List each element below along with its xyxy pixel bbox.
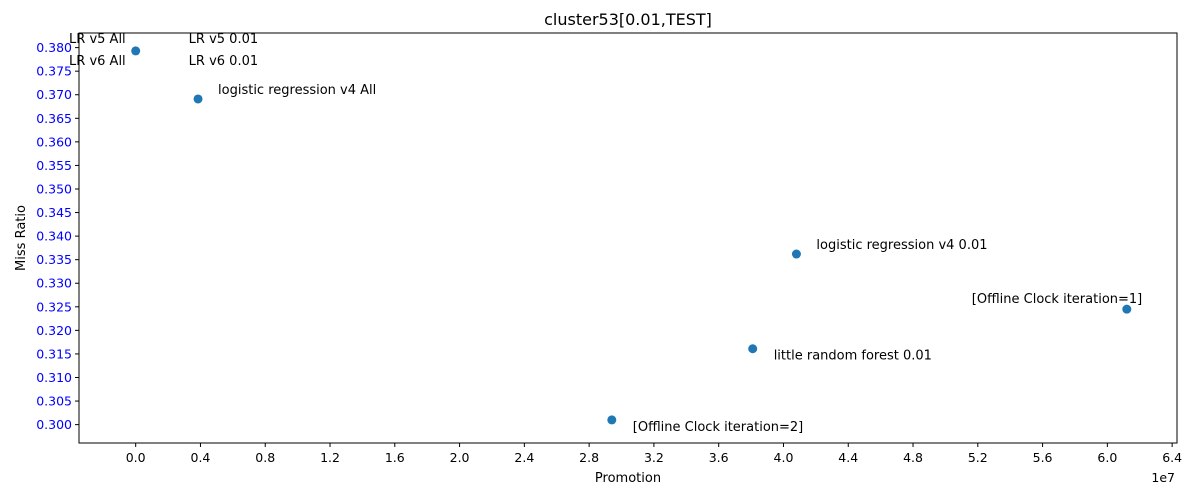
x-axis-label: Promotion xyxy=(595,471,661,486)
x-tick-label: 0.8 xyxy=(255,450,275,465)
y-axis-ticks: 0.300 0.305 0.310 0.315 0.320 0.325 0.330 0.335… xyxy=(36,40,79,432)
y-tick-label: 0.345 xyxy=(36,205,72,220)
y-tick-label: 0.350 xyxy=(36,181,72,196)
chart-title: cluster53[0.01,TEST] xyxy=(544,10,712,29)
y-tick-label: 0.370 xyxy=(36,87,72,102)
x-tick-label: 0.0 xyxy=(126,450,146,465)
y-tick-label: 0.330 xyxy=(36,276,72,291)
point-label: LR v5 All xyxy=(69,32,126,47)
y-tick-label: 0.300 xyxy=(36,417,72,432)
x-tick-label: 4.0 xyxy=(774,450,794,465)
scatter-point xyxy=(791,249,801,259)
point-label: [Offline Clock iteration=1] xyxy=(972,292,1142,307)
point-annotations: LR v5 All LR v6 All LR v5 0.01 LR v6 0.01 lo… xyxy=(69,32,1142,435)
plot-frame xyxy=(78,32,1178,444)
y-tick-label: 0.365 xyxy=(36,111,72,126)
y-tick-label: 0.340 xyxy=(36,229,72,244)
point-label: logistic regression v4 All xyxy=(218,83,376,98)
y-tick-label: 0.355 xyxy=(36,158,72,173)
y-axis-label: Miss Ratio xyxy=(14,205,29,271)
x-tick-label: 2.4 xyxy=(514,450,534,465)
point-label: [Offline Clock iteration=2] xyxy=(633,420,803,435)
point-label: little random forest 0.01 xyxy=(774,349,932,364)
scatter-point xyxy=(131,46,141,56)
y-tick-label: 0.375 xyxy=(36,64,72,79)
data-points xyxy=(131,46,1132,425)
scatter-point xyxy=(748,344,758,354)
x-tick-label: 4.8 xyxy=(903,450,923,465)
y-tick-label: 0.380 xyxy=(36,40,72,55)
x-tick-label: 6.4 xyxy=(1162,450,1182,465)
x-axis-ticks: 0.0 0.4 0.8 1.2 1.6 2.0 2.4 2.8 3.2 3.6 4.0 4.4 4.8 5… xyxy=(126,443,1182,465)
x-tick-label: 2.8 xyxy=(579,450,599,465)
y-tick-label: 0.325 xyxy=(36,299,72,314)
x-tick-label: 4.4 xyxy=(838,450,858,465)
scatter-point xyxy=(1122,304,1132,314)
point-label: LR v6 0.01 xyxy=(189,54,258,69)
y-tick-label: 0.305 xyxy=(36,394,72,409)
x-tick-label: 6.0 xyxy=(1097,450,1117,465)
x-tick-label: 3.2 xyxy=(644,450,664,465)
y-tick-label: 0.360 xyxy=(36,134,72,149)
point-label: logistic regression v4 0.01 xyxy=(816,238,987,253)
x-tick-label: 5.2 xyxy=(968,450,988,465)
y-tick-label: 0.320 xyxy=(36,323,72,338)
point-label: LR v6 All xyxy=(69,54,126,69)
x-tick-label: 5.6 xyxy=(1033,450,1053,465)
x-tick-label: 1.2 xyxy=(320,450,340,465)
y-tick-label: 0.315 xyxy=(36,346,72,361)
x-axis-offset-text: 1e7 xyxy=(1151,470,1175,485)
scatter-point xyxy=(607,415,617,425)
x-tick-label: 3.6 xyxy=(709,450,729,465)
x-tick-label: 0.4 xyxy=(191,450,211,465)
x-tick-label: 1.6 xyxy=(385,450,405,465)
y-tick-label: 0.310 xyxy=(36,370,72,385)
y-tick-label: 0.335 xyxy=(36,252,72,267)
point-label: LR v5 0.01 xyxy=(189,32,258,47)
x-tick-label: 2.0 xyxy=(450,450,470,465)
scatter-point xyxy=(193,94,203,104)
